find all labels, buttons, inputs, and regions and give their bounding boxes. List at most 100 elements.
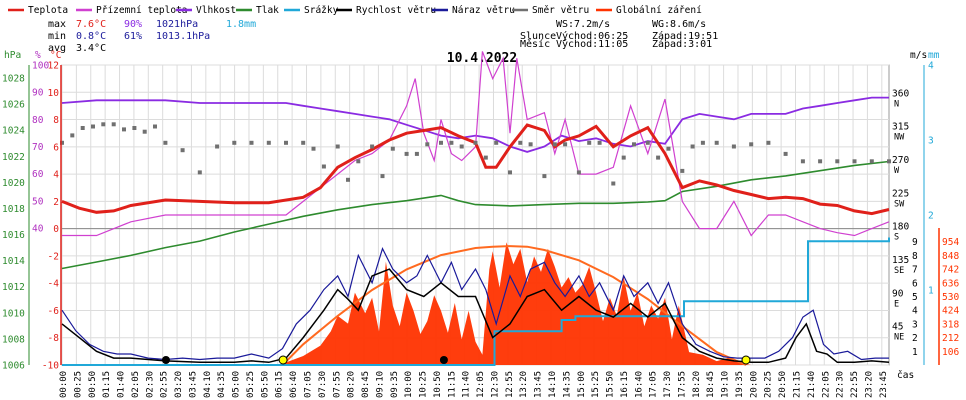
axis-wind-tick: 9: [912, 237, 918, 248]
axis-dir-label: S: [894, 233, 899, 243]
wind-direction-point: [335, 144, 340, 149]
axis-dir-tick: 45: [892, 322, 903, 333]
wind-direction-point: [301, 140, 306, 145]
wind-direction-point: [680, 168, 685, 173]
axis-x-tick: 01:40: [117, 371, 127, 398]
wind-direction-point: [60, 140, 64, 145]
wind-direction-point: [869, 159, 874, 164]
axis-wind-tick: 2: [912, 333, 918, 344]
axis-hpa-tick: 1016: [2, 230, 25, 241]
axis-x-tick: 18:45: [706, 371, 716, 398]
axis-pct-tick: 60: [32, 169, 44, 180]
series-vlhkost: [61, 96, 889, 153]
axis-x-tick: 07:05: [304, 371, 314, 398]
series-naraz-vetru: [61, 246, 889, 361]
wind-direction-point: [587, 140, 592, 145]
axis-x-tick: 11:15: [447, 371, 457, 398]
wind-direction-point: [101, 122, 106, 127]
wind-direction-point: [232, 140, 237, 145]
axis-x-tick: 12:55: [505, 371, 515, 398]
sunset-marker: [741, 355, 751, 365]
wind-direction-point: [731, 144, 736, 149]
axis-x-tick: 23:45: [879, 371, 889, 398]
axis-temp-tick: -6: [48, 306, 60, 317]
axis-wind-tick: 7: [912, 265, 918, 276]
wind-direction-point: [425, 142, 430, 147]
series-prizemni-teplota: [62, 51, 890, 237]
stats-max-teplota: 7.6°C: [76, 19, 106, 30]
axis-x-tick: 21:15: [793, 371, 803, 398]
axis-x-tick: 07:55: [332, 371, 342, 398]
solar-radiation-area: [62, 242, 889, 365]
info-block: WS:7.2m/s WG:8.6m/s Slunce Východ:06:25 …: [520, 19, 718, 50]
wind-direction-layer: [60, 122, 891, 186]
series-srazky: [62, 237, 890, 366]
wind-direction-point: [311, 146, 316, 151]
wind-direction-point: [508, 170, 512, 175]
axis-x-tick: 17:05: [649, 371, 659, 398]
axis-x-tick: 17:30: [663, 371, 673, 398]
axis-x-tick: 22:55: [850, 371, 860, 398]
wind-direction-point: [404, 151, 409, 156]
wind-direction-point: [621, 155, 626, 160]
sunrise-marker: [278, 355, 288, 365]
wind-direction-point: [887, 159, 891, 164]
axis-pct-tick: 100: [32, 61, 49, 72]
wind-direction-point: [284, 140, 288, 145]
wind-direction-point: [80, 126, 85, 130]
wind-direction-point: [449, 140, 454, 145]
wind-direction-point: [215, 144, 220, 149]
series-rychlost-vetru: [61, 268, 890, 364]
wind-direction-point: [552, 142, 557, 147]
axis-temp-tick: -8: [48, 333, 60, 344]
wind-direction-point: [197, 170, 202, 175]
axis-solar-tick: 106: [942, 347, 959, 358]
axis-wind-tick: 5: [912, 292, 918, 303]
wind-direction-point: [163, 140, 168, 145]
axis-x-tick: 05:00: [232, 371, 242, 398]
axis-x-tick: 16:40: [634, 371, 644, 398]
wind-direction-point: [611, 181, 616, 186]
wind-direction-point: [783, 151, 788, 156]
wind-direction-point: [356, 159, 361, 164]
axis-pct-tick: 50: [32, 196, 44, 207]
axis-x-tick: 11:40: [462, 371, 472, 398]
axis-dir-tick: 315: [892, 122, 909, 133]
axis-x-tick: 15:00: [577, 371, 587, 398]
axis-x-tick: 23:20: [864, 371, 874, 398]
legend-label-naraz: Náraz větru: [452, 5, 515, 16]
wind-direction-point: [91, 124, 95, 129]
stats-block: max 7.6°C 90% 1021hPa 1.8mm min 0.8°C 61…: [48, 19, 256, 54]
axis-pct-unit: %: [35, 50, 41, 61]
wind-direction-point: [597, 140, 602, 145]
axis-dir-tick: 360: [892, 88, 909, 99]
legend-label-srazky: Srážky: [304, 5, 339, 16]
axis-hpa-tick: 1010: [2, 308, 25, 319]
wind-direction-point: [818, 159, 823, 164]
axis-wind-tick: 6: [912, 278, 918, 289]
axis-x-tick: 12:05: [476, 371, 486, 398]
legend-label-teplota: Teplota: [28, 5, 68, 16]
axis-dir-label: W: [894, 166, 900, 176]
axis-x-tick: 14:10: [548, 371, 558, 398]
axis-temp-tick: -2: [48, 251, 59, 262]
axis-wind-tick: 8: [912, 251, 918, 262]
axis-temp-tick: -4: [48, 279, 60, 290]
wind-direction-point: [645, 140, 650, 145]
series-tlak: [61, 160, 890, 270]
wind-direction-point: [122, 127, 126, 132]
axis-solar-tick: 848: [942, 251, 959, 262]
axis-rain-tick: 3: [928, 136, 934, 147]
axis-x-tick: 08:45: [361, 371, 371, 398]
axis-dir-label: SW: [894, 199, 905, 209]
axis-solar-tick: 954: [942, 237, 959, 248]
info-ws: WS:7.2m/s: [556, 19, 610, 30]
moonset-marker: [161, 356, 170, 364]
axis-hpa-tick: 1008: [2, 334, 25, 345]
axis-x-tick: 22:30: [836, 371, 846, 398]
wind-direction-point: [132, 126, 137, 130]
axis-x-tick: 08:20: [347, 371, 357, 398]
wind-direction-point: [666, 146, 671, 151]
legend-label-smer: Směr větru: [532, 5, 589, 16]
